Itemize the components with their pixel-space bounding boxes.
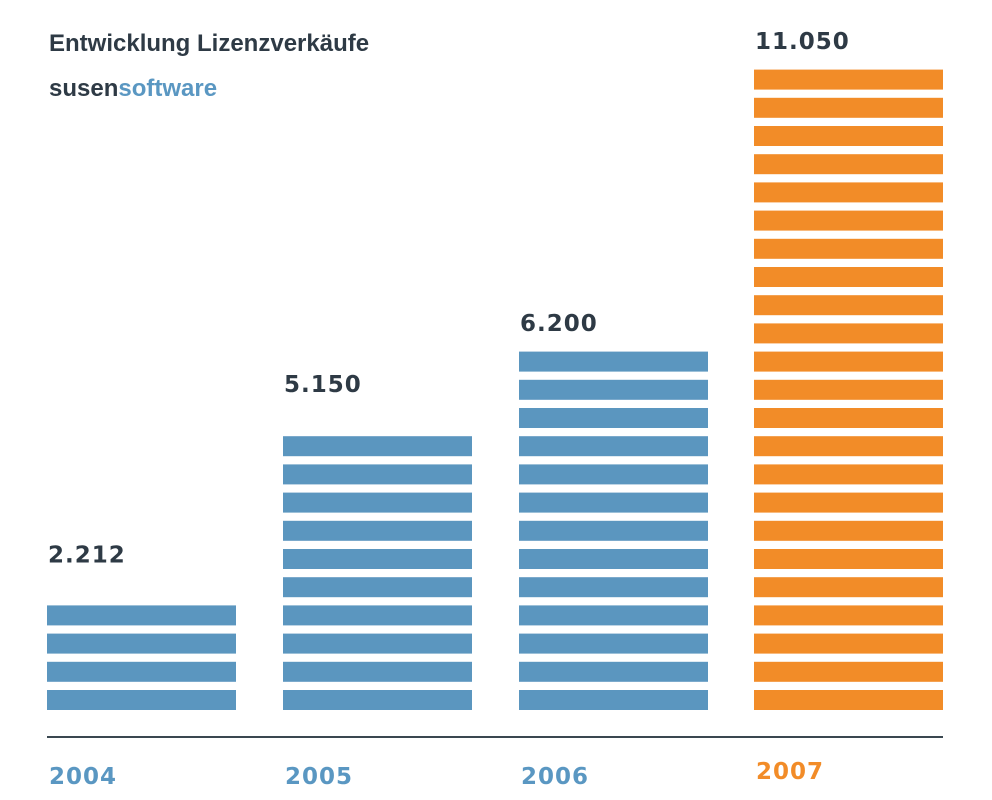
- bar-stripe: [754, 661, 943, 682]
- bar-stripe: [47, 661, 236, 682]
- bar-stripe: [754, 577, 943, 598]
- brand-logo-part2: software: [118, 75, 217, 102]
- bar-stripe: [754, 126, 943, 146]
- year-label-2006: 2006: [521, 764, 589, 790]
- bar-stripe: [519, 408, 708, 428]
- bar-stripe: [283, 661, 472, 682]
- bar-stripe: [519, 605, 708, 626]
- bar-stripe: [754, 267, 943, 287]
- bar-stripe: [754, 351, 943, 372]
- bar-stripe: [519, 351, 708, 372]
- bar-stripe: [47, 633, 236, 654]
- bar-stripe: [754, 690, 943, 710]
- value-label-2006: 6.200: [520, 311, 598, 337]
- bar-stripe: [754, 210, 943, 231]
- bar-stripe: [754, 464, 943, 485]
- bar-stripe: [754, 408, 943, 428]
- bar-stripe: [283, 605, 472, 626]
- bar-stripe: [754, 549, 943, 569]
- bar-stripe: [283, 492, 472, 513]
- bar-stripe: [754, 633, 943, 654]
- bar-2006: [519, 351, 708, 710]
- bar-stripe: [283, 436, 472, 457]
- bar-stripe: [283, 690, 472, 710]
- bar-stripe: [519, 549, 708, 569]
- value-label-2004: 2.212: [48, 543, 126, 569]
- bar-2004: [47, 605, 236, 710]
- year-label-2005: 2005: [285, 764, 353, 790]
- bar-stripe: [754, 379, 943, 400]
- bar-stripe: [283, 577, 472, 598]
- bar-stripe: [754, 323, 943, 344]
- bar-stripe: [47, 605, 236, 626]
- bar-stripe: [754, 154, 943, 175]
- bar-stripe: [519, 492, 708, 513]
- year-label-2007: 2007: [756, 759, 824, 785]
- bar-stripe: [519, 661, 708, 682]
- brand-logo: susensoftware: [49, 75, 217, 102]
- bar-stripe: [519, 690, 708, 710]
- value-labels-group: 2.212 5.150 6.200 11.050: [48, 29, 850, 569]
- bar-stripe: [754, 238, 943, 259]
- bar-stripe: [283, 549, 472, 569]
- bar-stripe: [754, 436, 943, 457]
- bars-group: [47, 69, 943, 710]
- bar-stripe: [283, 520, 472, 541]
- brand-logo-part1: susen: [49, 75, 118, 102]
- year-label-2004: 2004: [49, 764, 117, 790]
- bar-stripe: [519, 464, 708, 485]
- bar-stripe: [283, 633, 472, 654]
- bar-stripe: [754, 97, 943, 118]
- value-label-2007: 11.050: [755, 29, 850, 55]
- bar-stripe: [519, 633, 708, 654]
- bar-2007: [754, 69, 943, 710]
- bar-stripe: [754, 182, 943, 203]
- bar-stripe: [754, 295, 943, 316]
- bar-stripe: [754, 520, 943, 541]
- bar-stripe: [519, 577, 708, 598]
- year-labels-group: 2004 2005 2006 2007: [49, 759, 824, 790]
- bar-stripe: [283, 464, 472, 485]
- bar-stripe: [519, 436, 708, 457]
- bar-stripe: [519, 379, 708, 400]
- chart-title: Entwicklung Lizenzverkäufe: [49, 30, 369, 57]
- bar-2005: [283, 436, 472, 710]
- bar-stripe: [519, 520, 708, 541]
- bar-stripe: [754, 492, 943, 513]
- bar-stripe: [47, 690, 236, 710]
- value-label-2005: 5.150: [284, 372, 362, 398]
- bar-stripe: [754, 69, 943, 90]
- bar-stripe: [754, 605, 943, 626]
